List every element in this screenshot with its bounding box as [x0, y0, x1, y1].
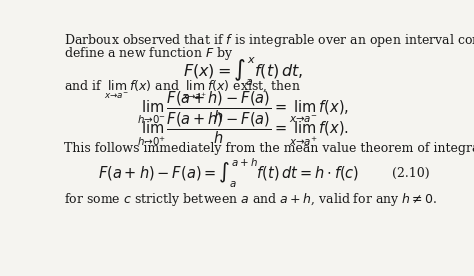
Text: $\lim_{h \to 0^+} \dfrac{F(a+h)-F(a)}{h} = \lim_{x \to a^+} f(x).$: $\lim_{h \to 0^+} \dfrac{F(a+h)-F(a)}{h}…	[137, 110, 349, 148]
Text: (2.10): (2.10)	[392, 167, 430, 180]
Text: $\lim_{h \to 0^-} \dfrac{F(a+h)-F(a)}{h} = \lim_{x \to a^-} f(x),$: $\lim_{h \to 0^-} \dfrac{F(a+h)-F(a)}{h}…	[137, 89, 349, 126]
Text: $F(x) = \int_{a}^{x} f(t)\,dt,$: $F(x) = \int_{a}^{x} f(t)\,dt,$	[183, 55, 303, 87]
Text: This follows immediately from the mean value theorem of integral calculus:: This follows immediately from the mean v…	[64, 142, 474, 155]
Text: for some $c$ strictly between $a$ and $a+h$, valid for any $h \neq 0$.: for some $c$ strictly between $a$ and $a…	[64, 192, 438, 208]
Text: $F(a+h) - F(a) = \int_{a}^{a+h} f(t)\,dt = h \cdot f(c)$: $F(a+h) - F(a) = \int_{a}^{a+h} f(t)\,dt…	[98, 157, 359, 190]
Text: define a new function $F$ by: define a new function $F$ by	[64, 45, 234, 62]
Text: Darboux observed that if $f$ is integrable over an open interval containing $a$,: Darboux observed that if $f$ is integrab…	[64, 32, 474, 49]
Text: and if $\lim_{x \to a^-} f(x)$ and $\lim_{x \to a^+} f(x)$ exist, then: and if $\lim_{x \to a^-} f(x)$ and $\lim…	[64, 79, 301, 102]
